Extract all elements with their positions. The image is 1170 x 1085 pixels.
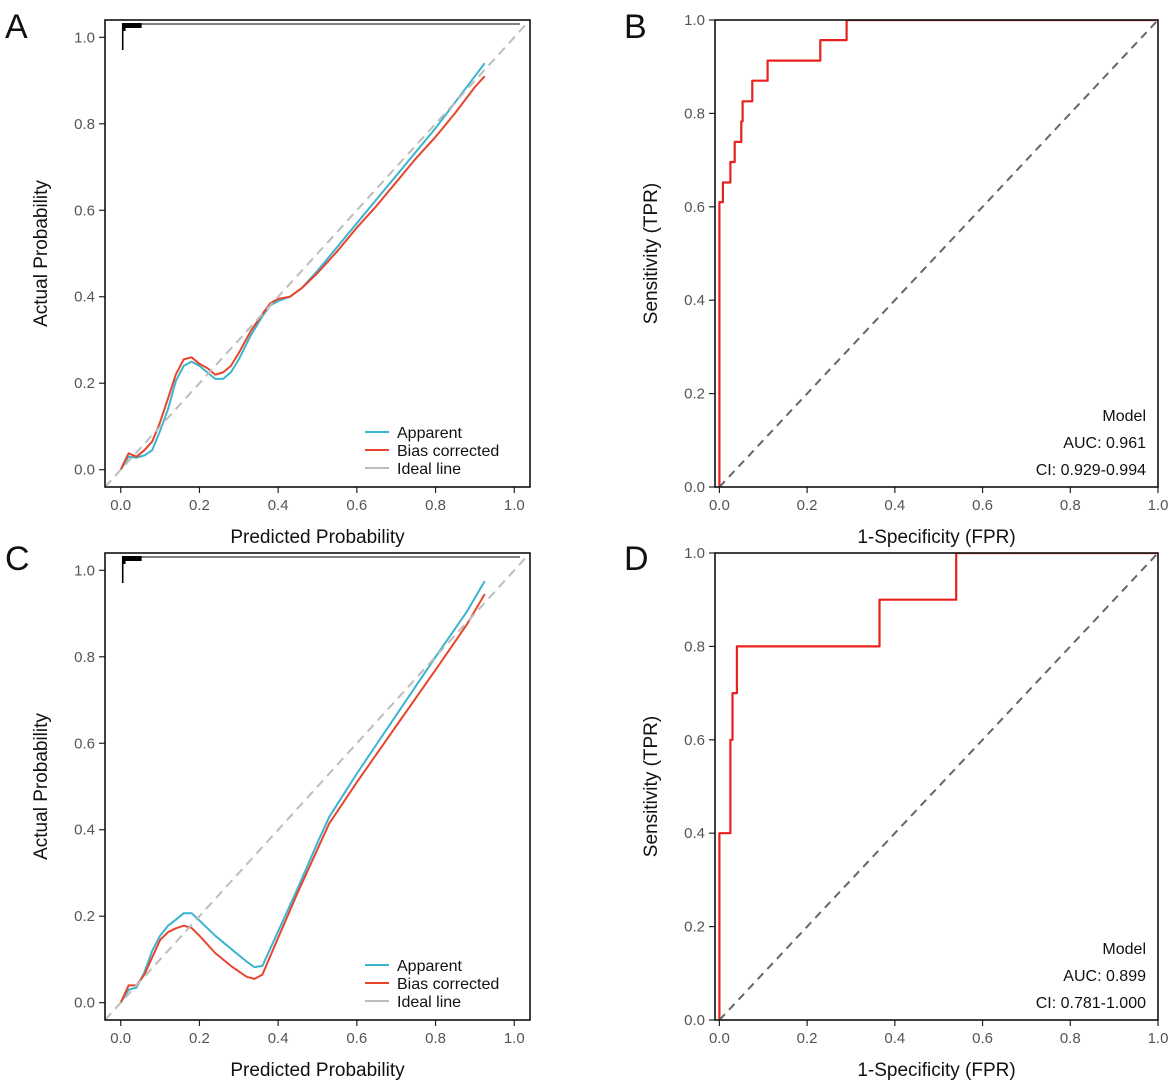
x-tick-label: 0.0 xyxy=(709,497,730,514)
chart-panel-b: B 0.0 0.2 0.4 0.6 0.8 1.0 0.0 0.2 0.4 0.6 0.8 1.0 1-S… xyxy=(624,8,1168,548)
x-tick-label: 1.0 xyxy=(1148,1030,1169,1047)
y-tick-label: 0.2 xyxy=(684,386,705,403)
y-tick-label: 0.6 xyxy=(684,199,705,216)
y-tick-label: 0.8 xyxy=(684,638,705,655)
reference-line xyxy=(718,20,1158,487)
y-tick-label: 0.4 xyxy=(74,289,95,306)
y-tick-label: 0.8 xyxy=(74,116,95,133)
apparent-line xyxy=(119,580,486,1004)
y-tick-label: 0.6 xyxy=(74,735,95,752)
model-line xyxy=(718,553,1158,1020)
x-tick-label: 0.4 xyxy=(884,497,905,514)
x-tick-label: 0.2 xyxy=(797,1030,818,1047)
apparent-line xyxy=(119,62,486,471)
x-tick-label: 0.0 xyxy=(110,1030,131,1047)
y-tick-label: 1.0 xyxy=(74,29,95,46)
x-tick-label: 1.0 xyxy=(1148,497,1169,514)
bias-corrected-line xyxy=(119,75,486,471)
x-tick-label: 0.2 xyxy=(797,497,818,514)
x-tick-label: 0.2 xyxy=(189,1030,210,1047)
x-tick-label: 0.6 xyxy=(972,1030,993,1047)
x-tick-label: 1.0 xyxy=(504,1030,525,1047)
plot-area xyxy=(105,20,530,487)
ideal-line-line xyxy=(105,553,530,1020)
y-tick-label: 0.2 xyxy=(74,908,95,925)
x-tick-label: 0.4 xyxy=(884,1030,905,1047)
y-tick-label: 0.2 xyxy=(684,919,705,936)
panel-letter: C xyxy=(5,540,30,578)
roc-legend-auc: AUC: 0.899 xyxy=(1063,968,1146,985)
legend-label: Bias corrected xyxy=(397,443,499,460)
x-tick-label: 0.6 xyxy=(346,497,367,514)
y-axis-label: Sensitivity (TPR) xyxy=(641,716,662,857)
y-tick-label: 0.0 xyxy=(74,462,95,479)
y-tick-label: 0.0 xyxy=(684,479,705,496)
legend-label: Ideal line xyxy=(397,994,461,1011)
plot-frame xyxy=(714,19,1159,488)
y-tick-label: 0.4 xyxy=(74,822,95,839)
legend-label: Ideal line xyxy=(397,461,461,478)
y-tick-label: 0.0 xyxy=(684,1012,705,1029)
plot-area xyxy=(718,553,1158,1020)
plot-area xyxy=(105,553,530,1020)
x-tick-label: 0.6 xyxy=(346,1030,367,1047)
x-tick-label: 0.8 xyxy=(1060,497,1081,514)
chart-panel-d: D 0.0 0.2 0.4 0.6 0.8 1.0 0.0 0.2 0.4 0.6 0.8 1.0 1-S… xyxy=(624,540,1168,1081)
chart-panel-c: C 0.0 0.2 0.4 0.6 0.8 1.0 0.0 0.2 0.4 0.6 0.8 1.0 Pre… xyxy=(5,540,531,1081)
panel-letter: D xyxy=(624,540,649,578)
roc-legend-title: Model xyxy=(1102,941,1146,958)
y-tick-label: 1.0 xyxy=(684,545,705,562)
y-tick-label: 0.6 xyxy=(74,202,95,219)
y-tick-label: 0.2 xyxy=(74,375,95,392)
x-tick-label: 0.0 xyxy=(110,497,131,514)
reference-line xyxy=(718,553,1158,1020)
plot-frame xyxy=(104,19,531,488)
y-tick-label: 0.4 xyxy=(684,825,705,842)
x-tick-label: 0.6 xyxy=(972,497,993,514)
plot-frame xyxy=(104,552,531,1021)
x-tick-label: 1.0 xyxy=(504,497,525,514)
y-tick-label: 1.0 xyxy=(74,562,95,579)
roc-legend-ci: CI: 0.929-0.994 xyxy=(1036,462,1146,479)
x-tick-label: 0.4 xyxy=(268,497,289,514)
x-tick-label: 0.2 xyxy=(189,497,210,514)
y-tick-label: 0.8 xyxy=(74,649,95,666)
roc-legend-title: Model xyxy=(1102,408,1146,425)
chart-panel-a: A 0.0 0.2 0.4 0.6 0.8 1.0 0.0 0.2 0.4 0.6 0.8 1.0 Pre… xyxy=(5,8,531,548)
y-tick-label: 0.4 xyxy=(684,292,705,309)
x-axis-label: Predicted Probability xyxy=(230,527,405,548)
roc-legend-ci: CI: 0.781-1.000 xyxy=(1036,995,1146,1012)
panel-letter: B xyxy=(624,8,647,46)
legend-label: Apparent xyxy=(397,958,462,975)
panel-letter: A xyxy=(5,8,28,46)
y-tick-label: 0.6 xyxy=(684,732,705,749)
y-tick-label: 0.0 xyxy=(74,995,95,1012)
x-tick-label: 0.8 xyxy=(425,1030,446,1047)
y-axis-label: Actual Probability xyxy=(31,713,52,860)
y-axis-label: Sensitivity (TPR) xyxy=(641,183,662,324)
legend-label: Bias corrected xyxy=(397,976,499,993)
x-tick-label: 0.8 xyxy=(1060,1030,1081,1047)
y-axis-label: Actual Probability xyxy=(31,180,52,327)
bias-corrected-line xyxy=(119,593,486,1004)
legend-label: Apparent xyxy=(397,425,462,442)
roc-legend-auc: AUC: 0.961 xyxy=(1063,435,1146,452)
plot-area xyxy=(718,20,1158,487)
y-tick-label: 0.8 xyxy=(684,105,705,122)
x-axis-label: Predicted Probability xyxy=(230,1060,405,1081)
x-tick-label: 0.4 xyxy=(268,1030,289,1047)
x-axis-label: 1-Specificity (FPR) xyxy=(857,1060,1015,1081)
model-line xyxy=(718,20,1158,487)
y-tick-label: 1.0 xyxy=(684,12,705,29)
x-tick-label: 0.0 xyxy=(709,1030,730,1047)
ideal-line-line xyxy=(105,20,530,487)
plot-frame xyxy=(714,552,1159,1021)
x-tick-label: 0.8 xyxy=(425,497,446,514)
x-axis-label: 1-Specificity (FPR) xyxy=(857,527,1015,548)
